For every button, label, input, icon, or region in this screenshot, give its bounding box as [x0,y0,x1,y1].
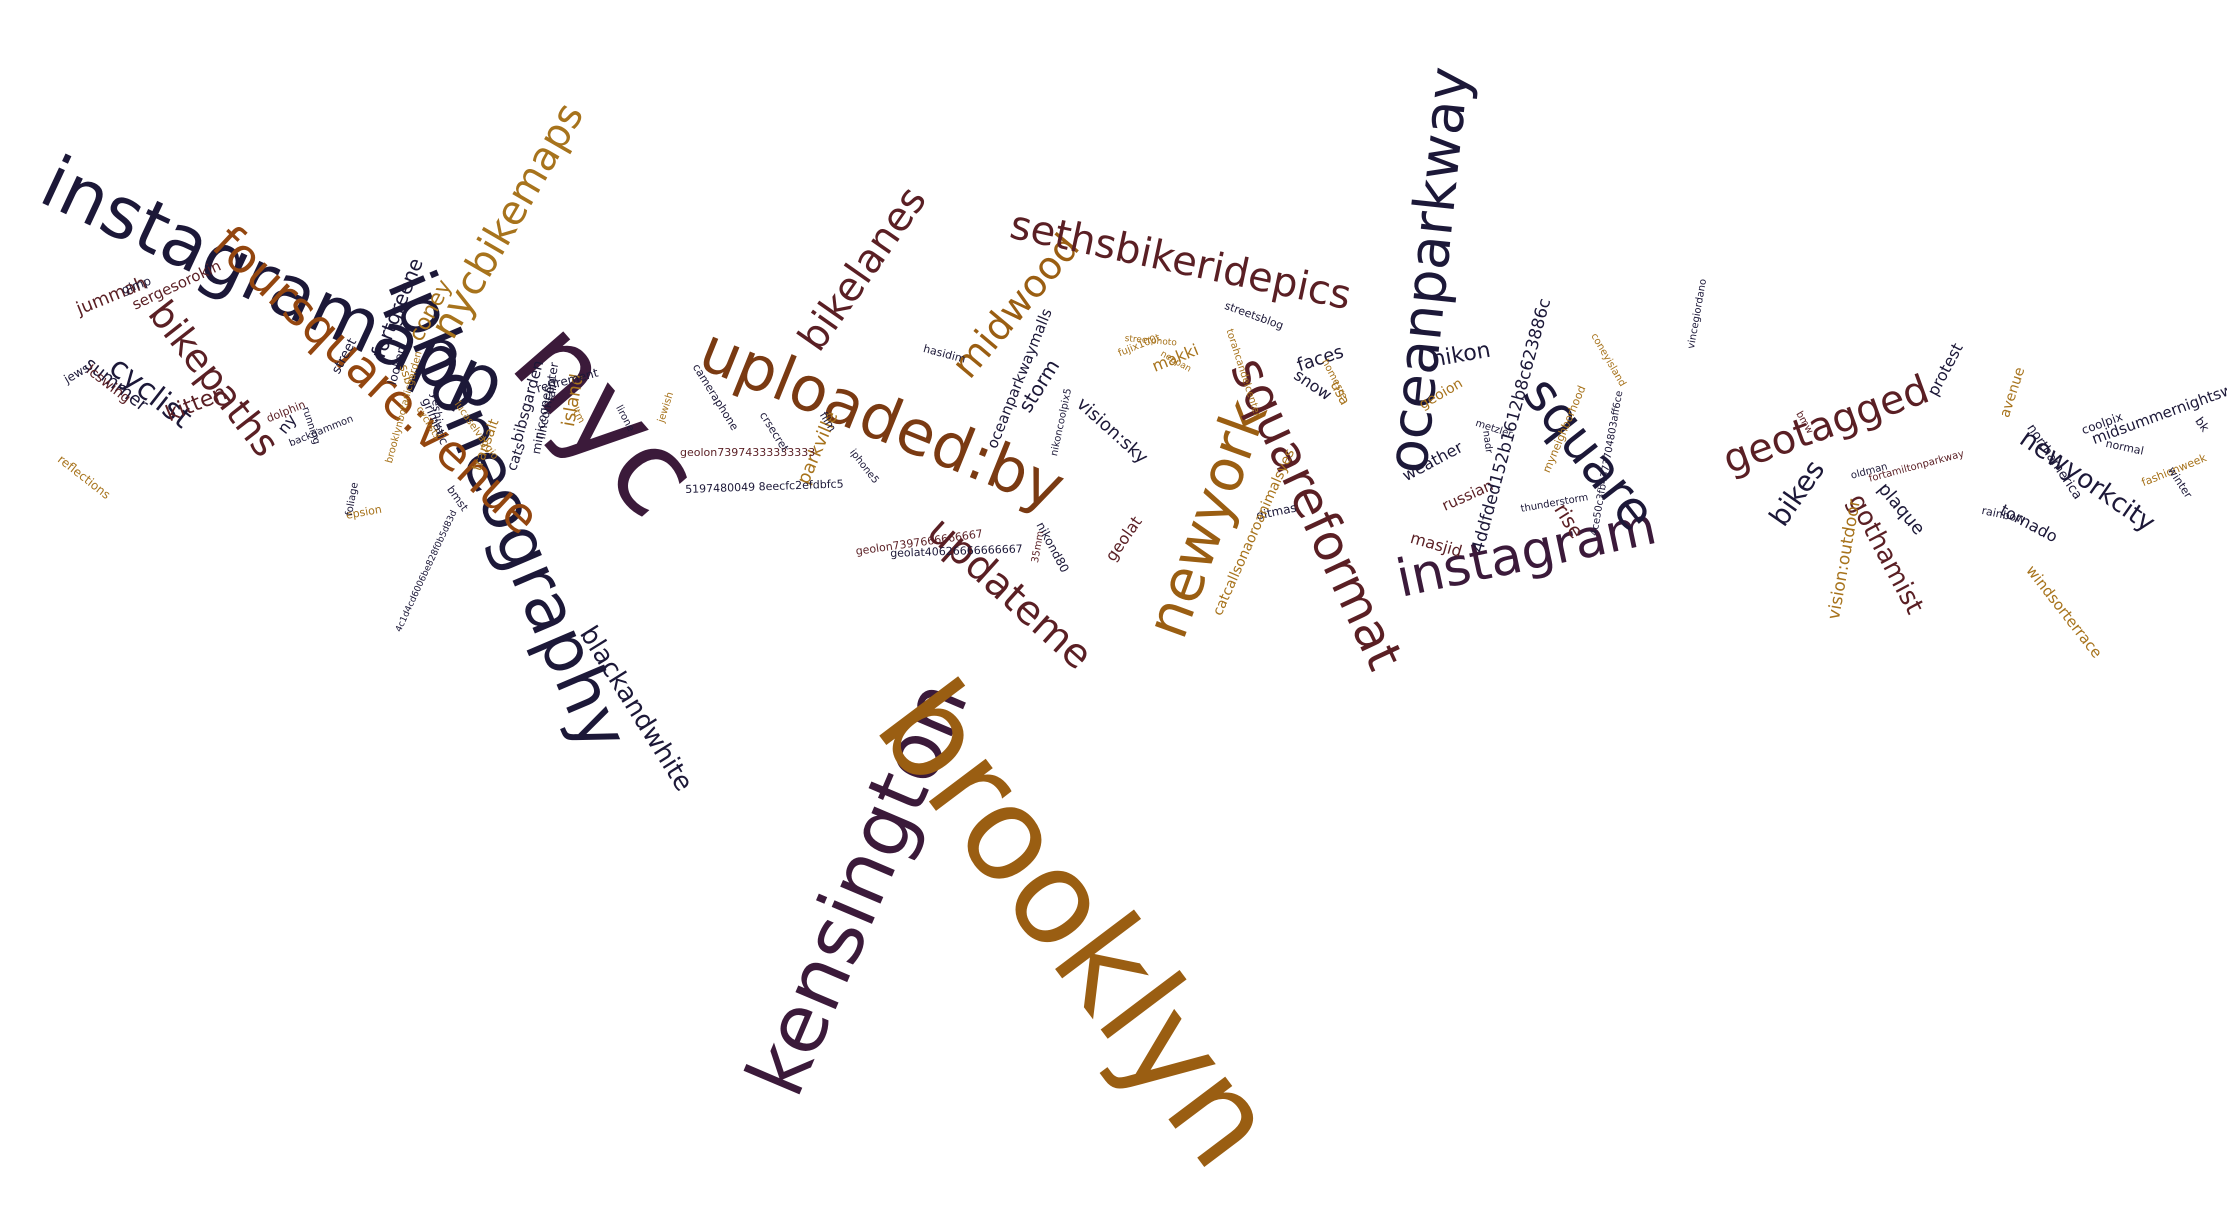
cloud-word: brooklyn [847,653,1308,1195]
cloud-word: nadr [1480,429,1495,455]
cloud-word: coneyisland [1588,331,1628,389]
cloud-word: vincegiordano [1686,278,1710,350]
cloud-word: vision:sky [1072,393,1152,469]
cloud-word: bikelanes [789,178,936,360]
cloud-word: reflections [54,452,114,502]
cloud-word: 4c1d4cd6006be828f0b5d83d [394,508,460,634]
cloud-word: vision:outdoor [1824,497,1865,622]
cloud-word: jews [61,360,92,387]
cloud-word: avenue [1997,365,2029,420]
cloud-word: streetsblog [1222,299,1286,333]
cloud-word: oceanparkway [1375,63,1483,477]
cloud-word: nycbikemaps [421,95,594,347]
cloud-word: midsummernightswing [2089,372,2227,449]
cloud-word: normal [2104,437,2145,458]
cloud-word: bk [2192,414,2213,435]
cloud-word: nikoncoolpix5 [1049,387,1075,458]
cloud-word: windsorterrace [2022,561,2106,662]
cloud-word: protest [1923,339,1967,399]
cloud-word: geolon73974333333333 [680,446,816,459]
cloud-word: geolat [1101,512,1146,565]
cloud-word: 5197480049 8eecfc2efdbfc5 [684,477,844,496]
